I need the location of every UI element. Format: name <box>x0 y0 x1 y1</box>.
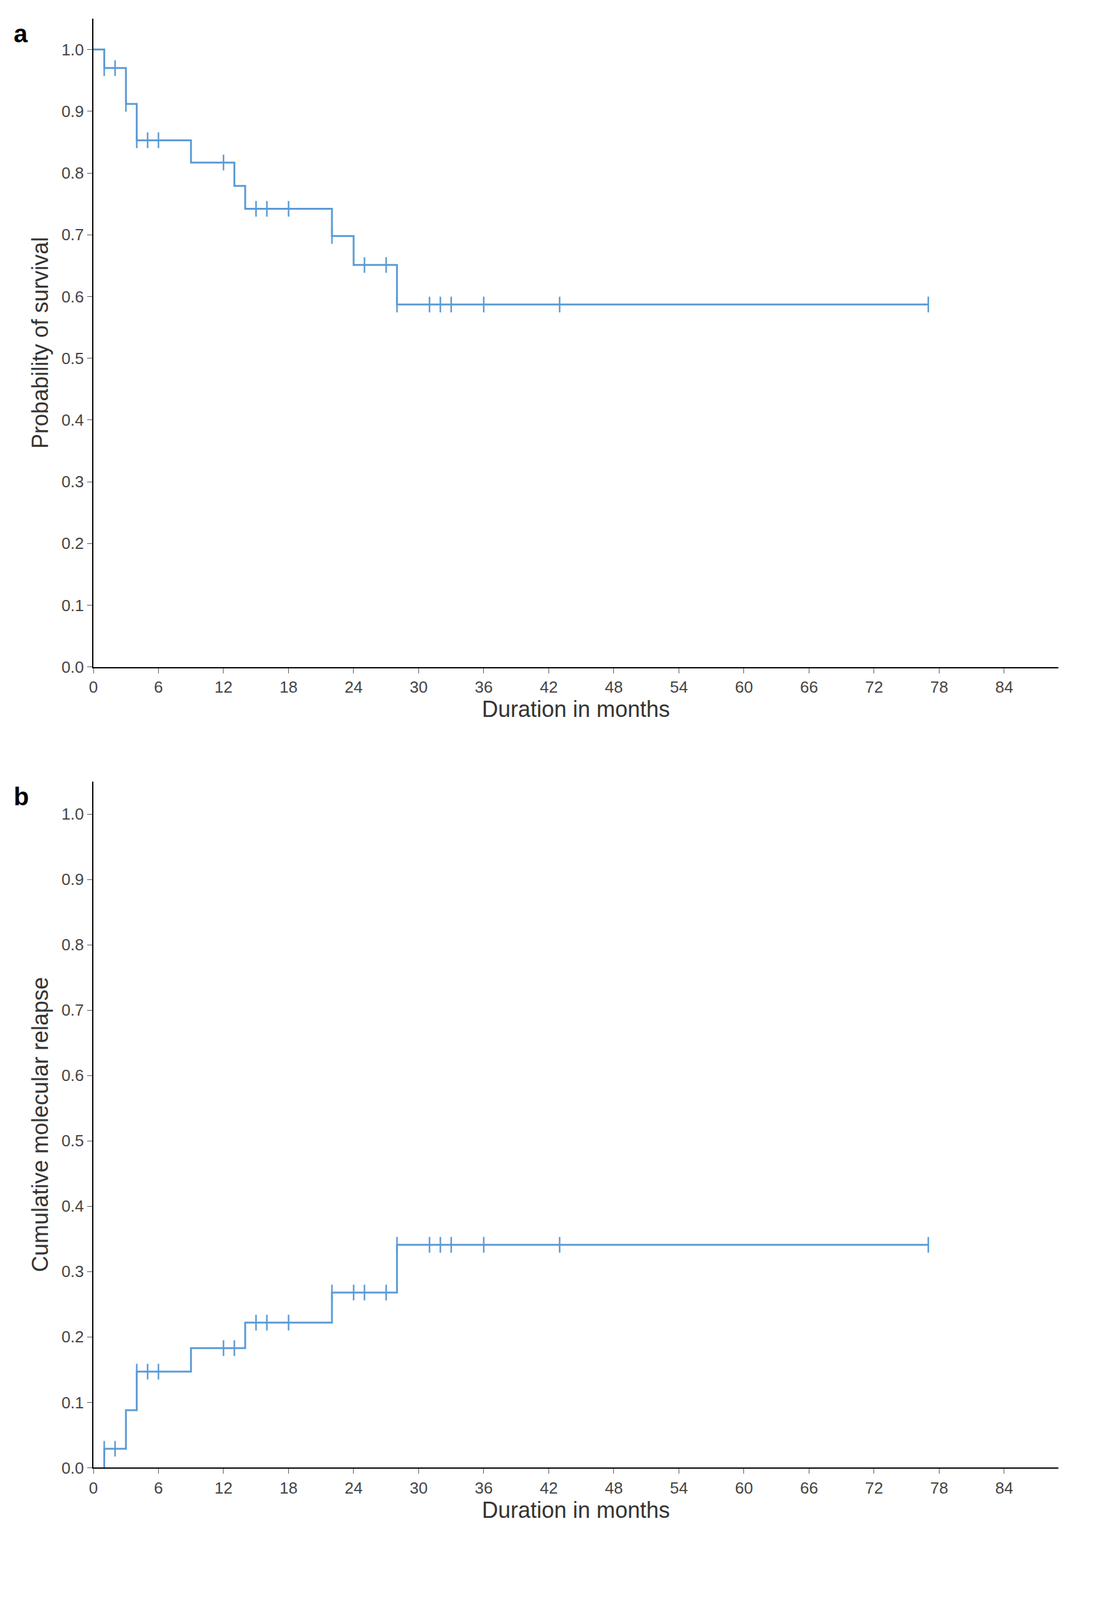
svg-text:0.1: 0.1 <box>61 596 85 616</box>
svg-text:72: 72 <box>864 1479 883 1498</box>
svg-text:24: 24 <box>344 678 363 697</box>
svg-text:Cumulative molecular relapse: Cumulative molecular relapse <box>27 977 53 1273</box>
svg-text:0.9: 0.9 <box>61 102 85 121</box>
svg-text:0.7: 0.7 <box>61 1001 85 1020</box>
svg-text:48: 48 <box>604 1479 623 1498</box>
svg-text:66: 66 <box>800 1479 819 1498</box>
svg-text:54: 54 <box>669 678 688 697</box>
svg-text:0.4: 0.4 <box>61 410 85 430</box>
svg-text:1.0: 1.0 <box>61 40 85 60</box>
svg-text:0.3: 0.3 <box>61 1262 85 1282</box>
svg-text:0.9: 0.9 <box>61 870 85 890</box>
svg-text:60: 60 <box>734 678 753 697</box>
svg-text:36: 36 <box>475 678 494 697</box>
svg-text:0: 0 <box>89 1479 98 1498</box>
svg-text:54: 54 <box>669 1479 688 1498</box>
svg-text:0.5: 0.5 <box>61 349 85 368</box>
svg-text:0: 0 <box>89 678 98 697</box>
svg-text:48: 48 <box>604 678 623 697</box>
svg-text:0.0: 0.0 <box>61 658 85 677</box>
svg-text:0.6: 0.6 <box>61 287 85 307</box>
svg-text:6: 6 <box>153 678 163 697</box>
svg-text:66: 66 <box>800 678 819 697</box>
svg-text:0.0: 0.0 <box>61 1459 85 1479</box>
svg-text:0.2: 0.2 <box>61 1328 85 1347</box>
svg-text:Duration in months: Duration in months <box>481 696 670 723</box>
svg-text:6: 6 <box>153 1479 163 1498</box>
svg-text:0.3: 0.3 <box>61 472 85 492</box>
svg-text:Probability of survival: Probability of survival <box>27 237 53 449</box>
svg-text:0.8: 0.8 <box>61 935 85 955</box>
svg-text:18: 18 <box>279 1479 298 1498</box>
svg-text:0.6: 0.6 <box>61 1066 85 1086</box>
svg-text:0.8: 0.8 <box>61 163 85 183</box>
svg-text:84: 84 <box>994 1479 1013 1498</box>
svg-text:0.2: 0.2 <box>61 534 85 553</box>
svg-text:0.1: 0.1 <box>61 1393 85 1413</box>
svg-text:30: 30 <box>409 1479 428 1498</box>
svg-text:Duration in months: Duration in months <box>481 1497 670 1524</box>
svg-text:1.0: 1.0 <box>61 805 85 824</box>
svg-text:60: 60 <box>734 1479 753 1498</box>
svg-text:0.5: 0.5 <box>61 1131 85 1151</box>
svg-text:72: 72 <box>864 678 883 697</box>
svg-text:42: 42 <box>539 678 558 697</box>
svg-text:42: 42 <box>539 1479 558 1498</box>
svg-text:24: 24 <box>344 1479 363 1498</box>
svg-text:b: b <box>13 783 29 811</box>
svg-text:30: 30 <box>409 678 428 697</box>
svg-text:18: 18 <box>279 678 298 697</box>
svg-text:12: 12 <box>214 1479 233 1498</box>
svg-text:12: 12 <box>214 678 233 697</box>
svg-text:36: 36 <box>475 1479 494 1498</box>
svg-text:78: 78 <box>930 678 949 697</box>
svg-text:a: a <box>13 19 29 48</box>
svg-text:0.4: 0.4 <box>61 1197 85 1216</box>
svg-text:0.7: 0.7 <box>61 225 85 245</box>
svg-text:78: 78 <box>930 1479 949 1498</box>
svg-text:84: 84 <box>994 678 1013 697</box>
